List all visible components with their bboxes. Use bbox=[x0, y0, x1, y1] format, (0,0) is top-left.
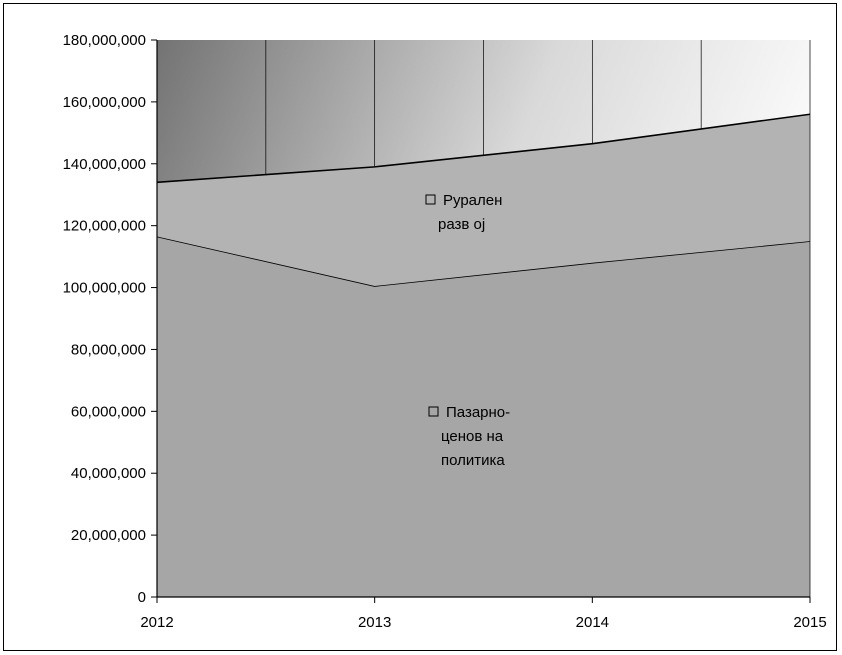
series-label-2-line-2: разв ој bbox=[438, 216, 485, 233]
y-tick-label: 140,000,000 bbox=[63, 156, 146, 173]
series-top-line-2 bbox=[156, 113, 811, 184]
area-series-2 bbox=[157, 114, 810, 287]
area-series-1 bbox=[157, 236, 810, 597]
y-tick-label: 160,000,000 bbox=[63, 94, 146, 111]
x-tick-label: 2015 bbox=[793, 614, 826, 631]
series-marker-1 bbox=[428, 406, 439, 417]
series-label-1-line-2: ценов на bbox=[441, 428, 504, 445]
y-tick-label: 120,000,000 bbox=[63, 218, 146, 235]
y-tick-label: 100,000,000 bbox=[63, 280, 146, 297]
x-tick-label: 2013 bbox=[358, 614, 391, 631]
series-label-1-line-3: политика bbox=[441, 452, 505, 469]
y-tick-label: 0 bbox=[138, 589, 146, 606]
chart-frame bbox=[3, 3, 837, 651]
series-labels: Пазарно-ценов на политика Рурален разв ој bbox=[425, 192, 510, 469]
y-tick-label: 60,000,000 bbox=[71, 403, 146, 420]
series-label-1-line-1: Пазарно- bbox=[446, 404, 510, 421]
x-tick-label: 2012 bbox=[140, 614, 173, 631]
series-marker-2 bbox=[425, 194, 436, 205]
axes: 0 20,000,000 40,000,000 60,000,000 80,000,00… bbox=[63, 32, 827, 631]
y-tick-label: 40,000,000 bbox=[71, 465, 146, 482]
x-tick-label: 2014 bbox=[576, 614, 609, 631]
series-label-2-line-1: Рурален bbox=[443, 192, 502, 209]
area-series bbox=[156, 113, 811, 597]
y-tick-label: 20,000,000 bbox=[71, 527, 146, 544]
y-tick-label: 180,000,000 bbox=[63, 32, 146, 49]
y-tick-label: 80,000,000 bbox=[71, 341, 146, 358]
